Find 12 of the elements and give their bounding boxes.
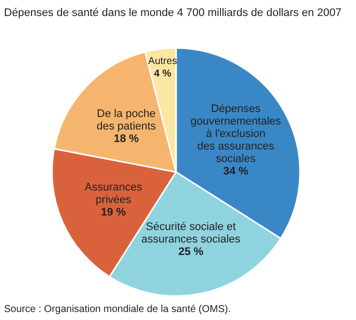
data-label: 4 %: [154, 68, 172, 80]
data-label: 25 %: [178, 246, 204, 258]
slice-label: Autres: [148, 56, 178, 67]
slice-label: Dépenses gouvernementales à l'exclusion des assurances sociales: [190, 102, 282, 165]
chart-title: Dépenses de santé dans le monde 4 700 milliards de dollars en 2007: [4, 7, 342, 19]
slice-label: Assurances privées: [84, 182, 143, 206]
data-label: 19 %: [100, 206, 126, 219]
data-label: 18 %: [114, 132, 140, 145]
source-note: Source : Organisation mondiale de la santé (OMS).: [4, 304, 231, 315]
slice-label: Sécurité sociale et assurances sociales: [141, 221, 241, 246]
slice-label: De la poche des patients: [96, 108, 156, 132]
data-label: 34 %: [223, 165, 249, 178]
